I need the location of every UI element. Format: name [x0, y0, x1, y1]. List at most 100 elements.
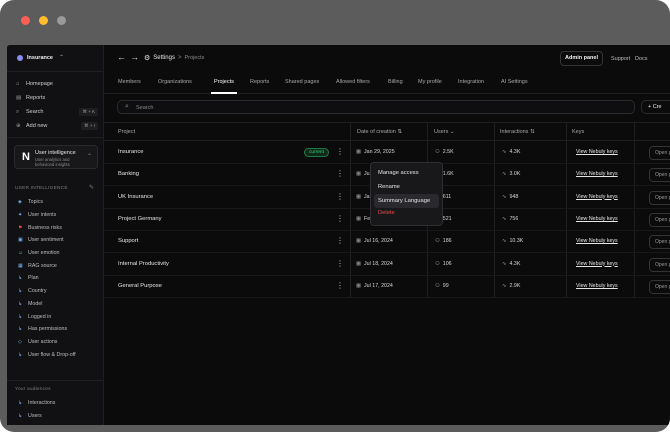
product-switcher[interactable]: N User intelligence User analytics and b… [14, 145, 98, 169]
workspace-switcher[interactable]: Insurance ⌃ [17, 54, 64, 61]
sidebar-item-user-emotion[interactable]: ☺ User emotion [18, 247, 100, 260]
menu-item-rename[interactable]: Rename [378, 184, 400, 190]
zoom-window-button[interactable] [57, 16, 66, 25]
open-project-button[interactable]: Open p [649, 235, 670, 250]
tab-integration[interactable]: Integration [458, 79, 484, 85]
more-options-icon[interactable]: ⋮ [336, 191, 344, 201]
column-divider [494, 122, 495, 297]
tab-billing[interactable]: Billing [388, 79, 403, 85]
sidebar-item-search[interactable]: ⌕ Search ⌘ + K [16, 105, 98, 119]
tab-reports[interactable]: Reports [250, 79, 270, 85]
docs-link[interactable]: Docs [635, 56, 648, 62]
model-icon: ↳ [18, 300, 23, 307]
sidebar-item-topics[interactable]: ◈ Topics [18, 196, 100, 209]
sidebar-item-label: Plan [28, 275, 39, 282]
view-keys-link[interactable]: View Nebuly keys [576, 215, 618, 222]
tab-organizations[interactable]: Organizations [158, 79, 192, 85]
sidebar-item-interactions[interactable]: ↳ Interactions [18, 397, 100, 410]
sidebar-item-user-actions[interactable]: ◇ User actions [18, 336, 100, 349]
more-options-icon[interactable]: ⋮ [336, 236, 344, 246]
topbar: ←→ ⚙ Settings > Projects Admin panel Sup… [104, 45, 670, 72]
open-project-button[interactable]: Open p [649, 190, 670, 205]
main-panel: ←→ ⚙ Settings > Projects Admin panel Sup… [104, 45, 670, 425]
admin-panel-button[interactable]: Admin panel [560, 51, 603, 66]
sidebar-item-model[interactable]: ↳ Model [18, 298, 100, 311]
risk-icon: ⚑ [18, 224, 23, 231]
more-options-icon[interactable]: ⋮ [336, 213, 344, 223]
sidebar-item-plan[interactable]: ↳ Plan [18, 272, 100, 285]
sidebar-item-user-flow[interactable]: ↳ User flow & Drop-off [18, 348, 100, 361]
view-keys-link[interactable]: View Nebuly keys [576, 171, 618, 178]
sidebar-item-users[interactable]: ↳ Users [18, 410, 100, 423]
sidebar-item-label: User flow & Drop-off [28, 351, 76, 358]
view-keys-link[interactable]: View Nebuly keys [576, 149, 618, 155]
project-name[interactable]: Support [118, 238, 139, 245]
project-name[interactable]: Internal Productivity [118, 260, 169, 267]
table-row[interactable]: General Purpose ⋮ ▦ Jul 17, 2024 ⚇ 99 ∿ 2.9K Vie… [104, 276, 670, 298]
sidebar-item-homepage[interactable]: ⌂ Homepage [16, 77, 98, 91]
project-name[interactable]: General Purpose [118, 282, 162, 289]
open-project-button[interactable]: Open p [649, 257, 670, 272]
sidebar-item-user-intents[interactable]: ✦ User intents [18, 209, 100, 222]
view-keys-link[interactable]: View Nebuly keys [576, 238, 618, 245]
more-options-icon[interactable]: ⋮ [336, 280, 344, 290]
sidebar-item-country[interactable]: ↳ Country [18, 285, 100, 298]
edit-section-icon[interactable]: ✎ [88, 185, 94, 191]
table-row[interactable]: Internal Productivity ⋮ ▦ Jul 18, 2024 ⚇ 106 ∿… [104, 254, 670, 276]
open-project-button[interactable]: Open p [649, 146, 670, 160]
sidebar-item-reports[interactable]: ▤ Reports [16, 91, 98, 105]
menu-item-manage-access[interactable]: Manage access [378, 170, 419, 176]
tab-allowed-filters[interactable]: Allowed filters [336, 79, 370, 85]
view-keys-link[interactable]: View Nebuly keys [576, 260, 618, 267]
column-header-users[interactable]: Users ⌄ [434, 129, 455, 135]
open-project-button[interactable]: Open p [649, 279, 670, 294]
tab-shared-pages[interactable]: Shared pages [285, 79, 320, 85]
support-link[interactable]: Support [611, 56, 631, 62]
menu-item-delete[interactable]: Delete [378, 210, 395, 216]
menu-item-summary-language[interactable]: Summary Language [374, 194, 439, 208]
sidebar-item-label: Model [28, 300, 43, 307]
view-keys-link[interactable]: View Nebuly keys [576, 282, 618, 289]
sidebar-item-label: Logged in [28, 313, 52, 320]
project-name[interactable]: UK Insurance [118, 193, 154, 200]
forward-arrow-icon[interactable]: → [130, 52, 143, 62]
search-input[interactable]: ⌕ Search [117, 100, 635, 114]
sidebar-item-business-risks[interactable]: ⚑ Business risks [18, 221, 100, 234]
interactions-cell: ∿ 3.0K [502, 171, 520, 177]
tab-projects[interactable]: Projects [214, 79, 234, 85]
table-header: Project Date of creation ⇅ Users ⌄ Inter… [104, 122, 670, 141]
column-divider [566, 122, 567, 297]
more-options-icon[interactable]: ⋮ [336, 147, 344, 156]
more-options-icon[interactable]: ⋮ [336, 258, 344, 268]
view-keys-link[interactable]: View Nebuly keys [576, 193, 618, 200]
tab-my-profile[interactable]: My profile [418, 79, 442, 85]
sidebar-item-label: User intents [28, 212, 57, 219]
create-project-button[interactable]: + Cre [641, 100, 670, 114]
interactions-cell: ∿ 948 [502, 194, 518, 200]
table-row[interactable]: Support ⋮ ▦ Jul 16, 2024 ⚇ 186 ∿ 10.3K View Nebu… [104, 231, 670, 254]
column-header-project[interactable]: Project [118, 129, 136, 135]
sidebar-item-logged-in[interactable]: ↳ Logged in [18, 310, 100, 323]
tab-ai-settings[interactable]: AI Settings [501, 79, 528, 85]
table-row[interactable]: Insurance current ⋮ ▦ Jan 29, 2025 ⚇ 2.5K ∿ 4.3K… [104, 142, 670, 164]
project-name[interactable]: Banking [118, 171, 139, 178]
users-cell: ⚇ 99 [435, 283, 449, 289]
sidebar-item-has-permissions[interactable]: ↳ Has permissions [18, 323, 100, 336]
column-header-interactions[interactable]: Interactions ⇅ [500, 129, 535, 135]
back-arrow-icon[interactable]: ← [117, 52, 130, 62]
more-options-icon[interactable]: ⋮ [336, 169, 344, 179]
open-project-button[interactable]: Open p [649, 212, 670, 227]
sidebar-item-rag-source[interactable]: ▦ RAG source [18, 259, 100, 272]
project-name[interactable]: Insurance [118, 149, 144, 155]
minimize-window-button[interactable] [39, 16, 48, 25]
tab-members[interactable]: Members [118, 79, 141, 85]
project-name[interactable]: Project Germany [118, 215, 162, 222]
column-header-date[interactable]: Date of creation ⇅ [357, 129, 402, 135]
activity-icon: ∿ [502, 215, 507, 222]
open-project-button[interactable]: Open p [649, 168, 670, 183]
add-icon: ⊕ [16, 123, 21, 129]
close-window-button[interactable] [21, 16, 30, 25]
breadcrumb-root[interactable]: Settings [153, 55, 175, 61]
sidebar-item-add-new[interactable]: ⊕ Add new ⌘ + I [16, 119, 98, 133]
sidebar-item-user-sentiment[interactable]: ▣ User sentiment [18, 234, 100, 247]
